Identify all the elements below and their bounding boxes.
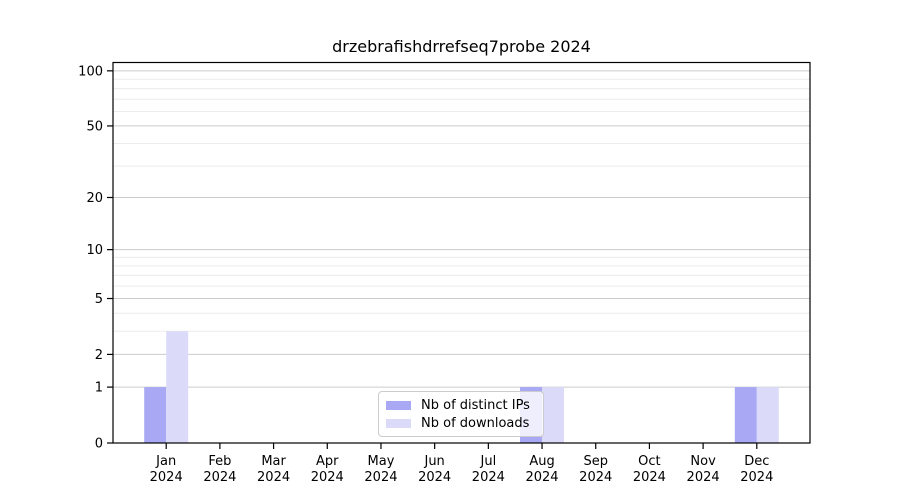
x-tick-label: Jan 2024 <box>150 454 183 485</box>
x-tick-label: Oct 2024 <box>633 454 666 485</box>
legend-item: Nb of downloads <box>386 414 535 432</box>
x-tick-label: Feb 2024 <box>203 454 236 485</box>
y-tick-label: 5 <box>95 292 103 307</box>
legend-swatch-distinct-ips <box>386 400 411 410</box>
chart-bar <box>734 387 757 443</box>
y-tick-label: 10 <box>86 243 103 258</box>
x-tick-label: Jun 2024 <box>418 454 451 485</box>
legend-item: Nb of distinct IPs <box>386 396 535 414</box>
x-tick-label: Dec 2024 <box>740 454 773 485</box>
y-tick-label: 2 <box>95 348 103 363</box>
plot-frame <box>112 61 811 444</box>
x-tick-label: Sep 2024 <box>579 454 612 485</box>
x-tick-label: Jul 2024 <box>472 454 505 485</box>
x-tick-label: May 2024 <box>364 454 397 485</box>
legend-label-distinct-ips: Nb of distinct IPs <box>421 397 530 413</box>
y-tick-label: 100 <box>78 64 103 79</box>
y-tick-label: 0 <box>95 437 103 452</box>
x-tick-label: Apr 2024 <box>311 454 344 485</box>
x-tick-label: Mar 2024 <box>257 454 290 485</box>
legend-label-downloads: Nb of downloads <box>421 415 530 431</box>
chart-bar <box>542 387 565 443</box>
y-tick-label: 50 <box>86 119 103 134</box>
legend: Nb of distinct IPs Nb of downloads <box>378 391 544 437</box>
y-tick-label: 20 <box>86 191 103 206</box>
chart-title: drzebrafishdrrefseq7probe 2024 <box>332 37 591 56</box>
chart-bar <box>144 387 167 443</box>
chart-bar <box>166 331 189 443</box>
legend-swatch-downloads <box>386 418 411 428</box>
chart-bar <box>756 387 779 443</box>
x-tick-label: Aug 2024 <box>525 454 558 485</box>
x-tick-label: Nov 2024 <box>687 454 720 485</box>
y-tick-label: 1 <box>95 381 103 396</box>
